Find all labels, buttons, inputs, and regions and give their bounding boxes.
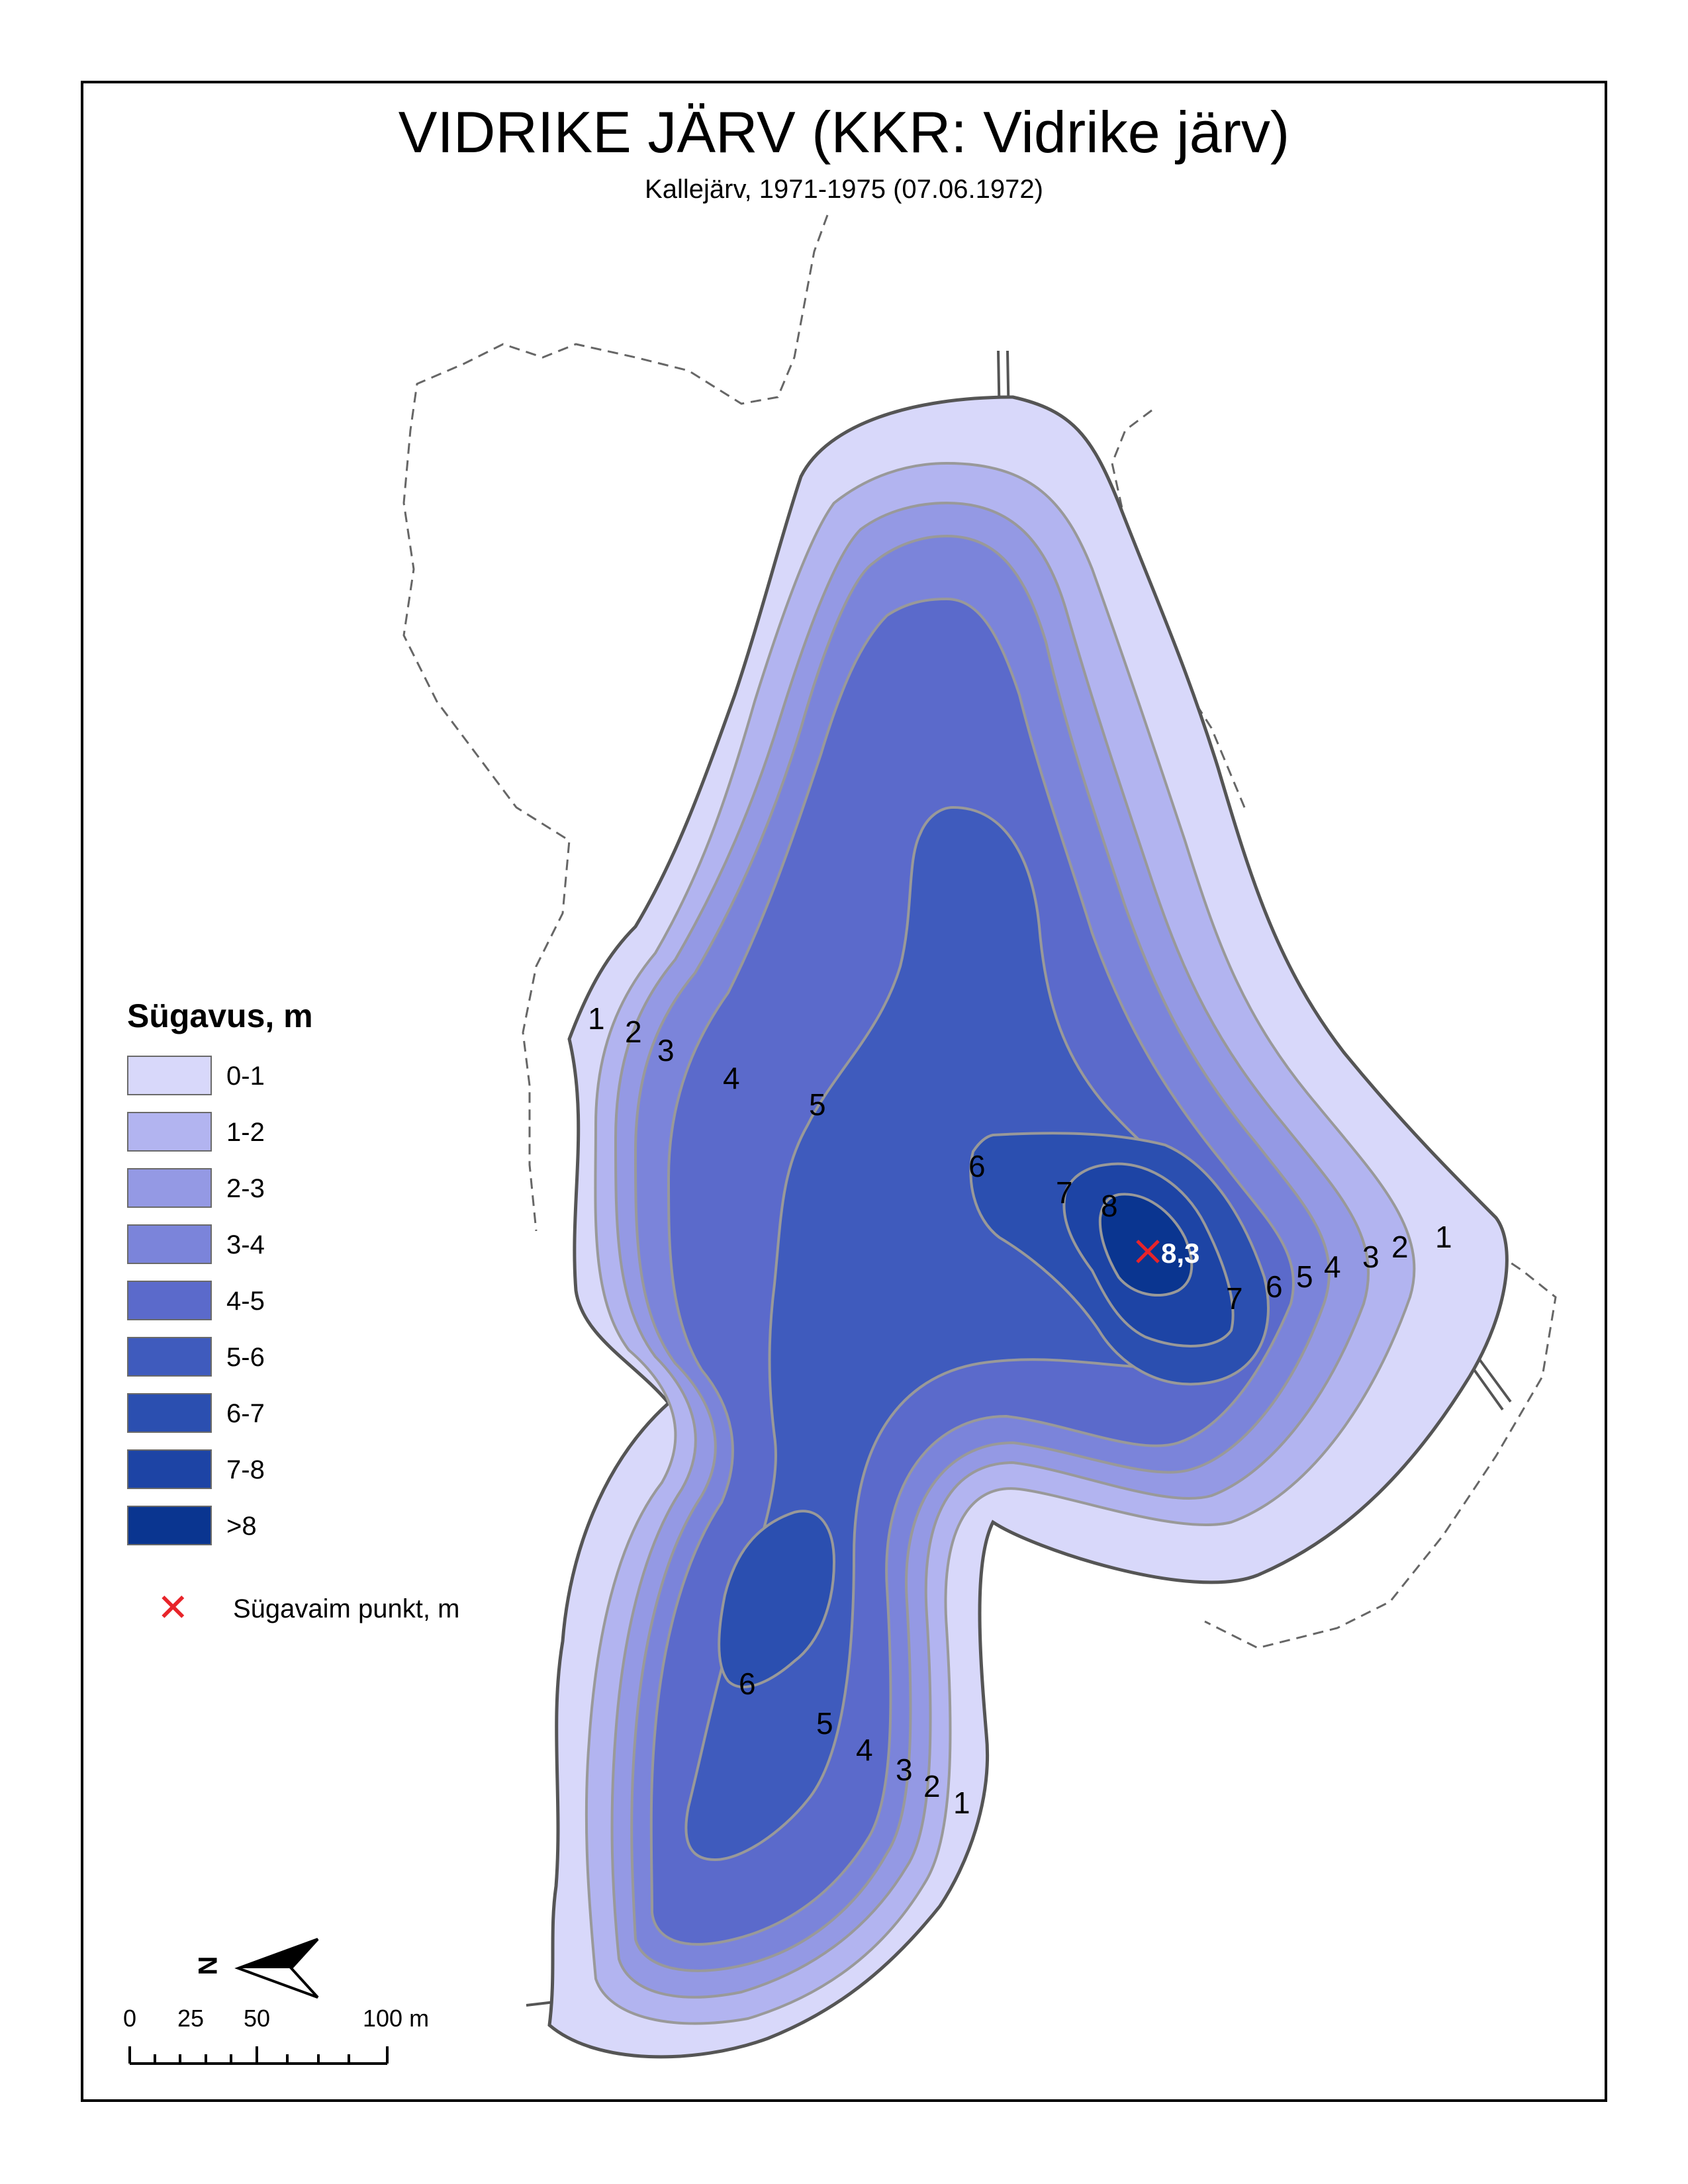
- legend-row: 6-7: [127, 1393, 590, 1449]
- contour-label-south-5: 5: [816, 1706, 833, 1741]
- legend-rows: 0-1 1-2 2-3 3-4 4-5 5-6 6-7 7-8 >8: [127, 1056, 590, 1562]
- scale-label-100: 100 m: [363, 2005, 430, 2032]
- contour-label-south-3: 3: [896, 1752, 913, 1787]
- legend-label: 7-8: [226, 1455, 265, 1484]
- legend-label: 5-6: [226, 1343, 265, 1372]
- contour-labels: 1 2 3 4 5 6 7 8 7 6 5 4 3 2 1 6 5 4 3 2 …: [588, 1001, 1452, 1820]
- contour-label-center-7: 7: [1056, 1175, 1073, 1210]
- north-label: N: [193, 1956, 223, 1976]
- contour-label-east-1: 1: [1435, 1220, 1452, 1254]
- legend-label: 6-7: [226, 1399, 265, 1428]
- map-frame: [81, 81, 1607, 2102]
- legend-swatch: [127, 1337, 212, 1377]
- deepest-point-marker: 8,3: [1136, 1238, 1199, 1269]
- legend-row: >8: [127, 1506, 590, 1562]
- scale-label-50: 50: [244, 2005, 271, 2032]
- legend-swatch: [127, 1506, 212, 1545]
- deepest-point-x-icon: [1136, 1240, 1160, 1263]
- legend-swatch: [127, 1393, 212, 1433]
- deepest-point-value: 8,3: [1161, 1238, 1199, 1269]
- contour-label-south-6: 6: [739, 1666, 756, 1701]
- contour-label-west-3: 3: [657, 1033, 675, 1068]
- legend-row: 5-6: [127, 1337, 590, 1393]
- legend-swatch: [127, 1449, 212, 1489]
- scale-label-0: 0: [123, 2005, 137, 2032]
- legend-row: 2-3: [127, 1168, 590, 1224]
- contour-label-east-4: 4: [1324, 1250, 1341, 1284]
- map-subtitle: Kallejärv, 1971-1975 (07.06.1972): [645, 175, 1043, 204]
- legend-label: 3-4: [226, 1230, 265, 1259]
- legend-row: 3-4: [127, 1224, 590, 1281]
- contour-label-west-5: 5: [809, 1087, 826, 1122]
- legend-label: 0-1: [226, 1062, 265, 1091]
- scale-bar: [128, 2046, 389, 2065]
- contour-label-east-2: 2: [1391, 1230, 1409, 1264]
- contour-label-east-7: 7: [1226, 1281, 1243, 1316]
- legend-label: 4-5: [226, 1287, 265, 1316]
- legend-swatch: [127, 1224, 212, 1264]
- legend-title: Sügavus, m: [127, 997, 313, 1034]
- legend-label: 1-2: [226, 1118, 265, 1147]
- scale-label-25: 25: [177, 2005, 205, 2032]
- legend-swatch: [127, 1056, 212, 1095]
- contour-label-east-3: 3: [1362, 1240, 1380, 1274]
- north-arrow-icon: [234, 1938, 319, 1999]
- legend-label: >8: [226, 1512, 257, 1541]
- legend-label: 2-3: [226, 1174, 265, 1203]
- map-title: VIDRIKE JÄRV (KKR: Vidrike järv): [398, 99, 1290, 165]
- red-x-icon: ✕: [157, 1586, 189, 1629]
- zone-over-8: [1098, 1193, 1194, 1297]
- depth-legend: Sügavus, m 0-1 1-2 2-3 3-4 4-5 5-6 6-7 7-8 >8: [127, 996, 590, 1562]
- zone-6-7-south: [718, 1510, 836, 1688]
- contour-label-center-6: 6: [968, 1149, 986, 1183]
- legend-row: 0-1: [127, 1056, 590, 1112]
- contour-label-south-2: 2: [923, 1769, 941, 1803]
- depth-zones: [547, 395, 1509, 2059]
- contour-label-west-4: 4: [723, 1061, 740, 1095]
- legend-deepest-point-label: Sügavaim punkt, m: [233, 1594, 460, 1623]
- legend-swatch: [127, 1168, 212, 1208]
- legend-deepest-point: ✕ Sügavaim punkt, m: [127, 1588, 590, 1628]
- contour-label-east-5: 5: [1296, 1259, 1313, 1294]
- legend-swatch: [127, 1281, 212, 1320]
- legend-row: 7-8: [127, 1449, 590, 1506]
- contour-label-south-4: 4: [856, 1733, 873, 1767]
- contour-label-center-8: 8: [1101, 1189, 1118, 1223]
- legend-row: 1-2: [127, 1112, 590, 1168]
- outflow-channel: [1468, 1355, 1512, 1411]
- contour-label-south-1: 1: [953, 1786, 970, 1820]
- contour-label-west-2: 2: [625, 1015, 642, 1049]
- legend-row: 4-5: [127, 1281, 590, 1337]
- legend-swatch: [127, 1112, 212, 1152]
- contour-label-east-6: 6: [1266, 1269, 1283, 1304]
- contour-label-west-1: 1: [588, 1001, 605, 1036]
